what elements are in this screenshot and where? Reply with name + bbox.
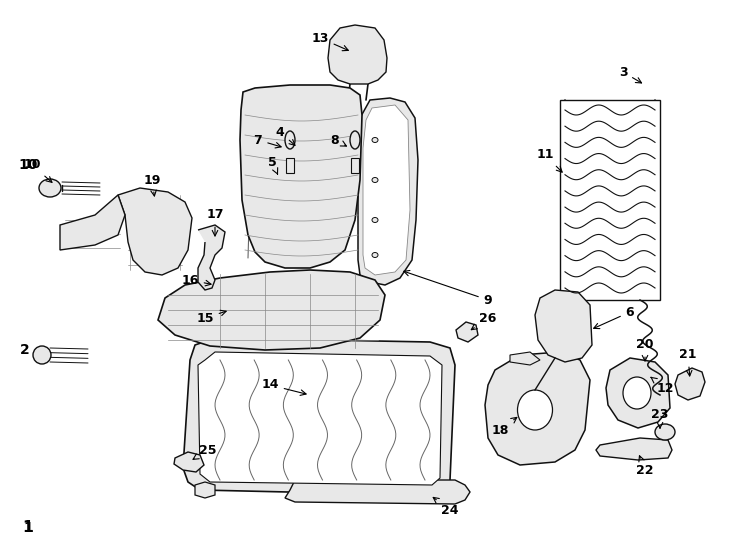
Polygon shape <box>198 225 225 290</box>
Polygon shape <box>606 358 670 428</box>
Ellipse shape <box>623 377 651 409</box>
Text: 25: 25 <box>193 443 217 460</box>
Polygon shape <box>183 338 455 495</box>
Ellipse shape <box>285 131 295 149</box>
Text: 4: 4 <box>276 125 295 145</box>
Text: 23: 23 <box>651 408 669 428</box>
Text: 6: 6 <box>594 306 634 329</box>
Bar <box>560 100 660 300</box>
Polygon shape <box>485 352 590 465</box>
Polygon shape <box>285 480 470 504</box>
Polygon shape <box>195 482 215 498</box>
Text: 9: 9 <box>404 271 493 307</box>
Ellipse shape <box>372 138 378 143</box>
Ellipse shape <box>33 346 51 364</box>
Polygon shape <box>118 188 192 275</box>
Polygon shape <box>174 452 204 472</box>
Polygon shape <box>240 85 362 268</box>
Text: 12: 12 <box>651 377 674 395</box>
Ellipse shape <box>350 131 360 149</box>
Text: 5: 5 <box>268 156 277 174</box>
Text: 22: 22 <box>636 456 654 476</box>
Text: 17: 17 <box>206 208 224 236</box>
Text: 10: 10 <box>23 159 52 183</box>
Ellipse shape <box>655 424 675 440</box>
Text: 21: 21 <box>679 348 697 376</box>
Polygon shape <box>596 438 672 460</box>
Polygon shape <box>328 25 387 84</box>
Text: 11: 11 <box>537 148 562 172</box>
Text: 2: 2 <box>20 343 30 357</box>
Text: 10: 10 <box>18 158 37 172</box>
Text: 15: 15 <box>196 310 226 325</box>
Text: 24: 24 <box>433 497 459 516</box>
Text: 7: 7 <box>254 133 281 148</box>
Polygon shape <box>535 290 592 362</box>
Text: 8: 8 <box>331 133 346 146</box>
Text: 16: 16 <box>181 273 211 287</box>
Text: 14: 14 <box>261 379 306 395</box>
Text: 1: 1 <box>23 521 33 536</box>
Text: 20: 20 <box>636 339 654 361</box>
Text: 13: 13 <box>311 31 349 51</box>
Ellipse shape <box>39 179 61 197</box>
Polygon shape <box>60 195 125 250</box>
Text: 26: 26 <box>471 312 497 330</box>
Polygon shape <box>510 352 540 365</box>
Polygon shape <box>456 322 478 342</box>
Text: 18: 18 <box>491 417 517 436</box>
Text: 19: 19 <box>143 173 161 196</box>
Polygon shape <box>358 98 418 285</box>
Ellipse shape <box>517 390 553 430</box>
Ellipse shape <box>372 218 378 222</box>
Text: 1: 1 <box>23 521 33 535</box>
Ellipse shape <box>372 178 378 183</box>
Bar <box>286 158 294 173</box>
Ellipse shape <box>372 253 378 258</box>
Polygon shape <box>198 352 442 485</box>
Bar <box>238 82 700 390</box>
Text: 3: 3 <box>619 65 642 83</box>
Bar <box>351 158 359 173</box>
Polygon shape <box>675 368 705 400</box>
Polygon shape <box>363 105 410 275</box>
Polygon shape <box>158 270 385 350</box>
